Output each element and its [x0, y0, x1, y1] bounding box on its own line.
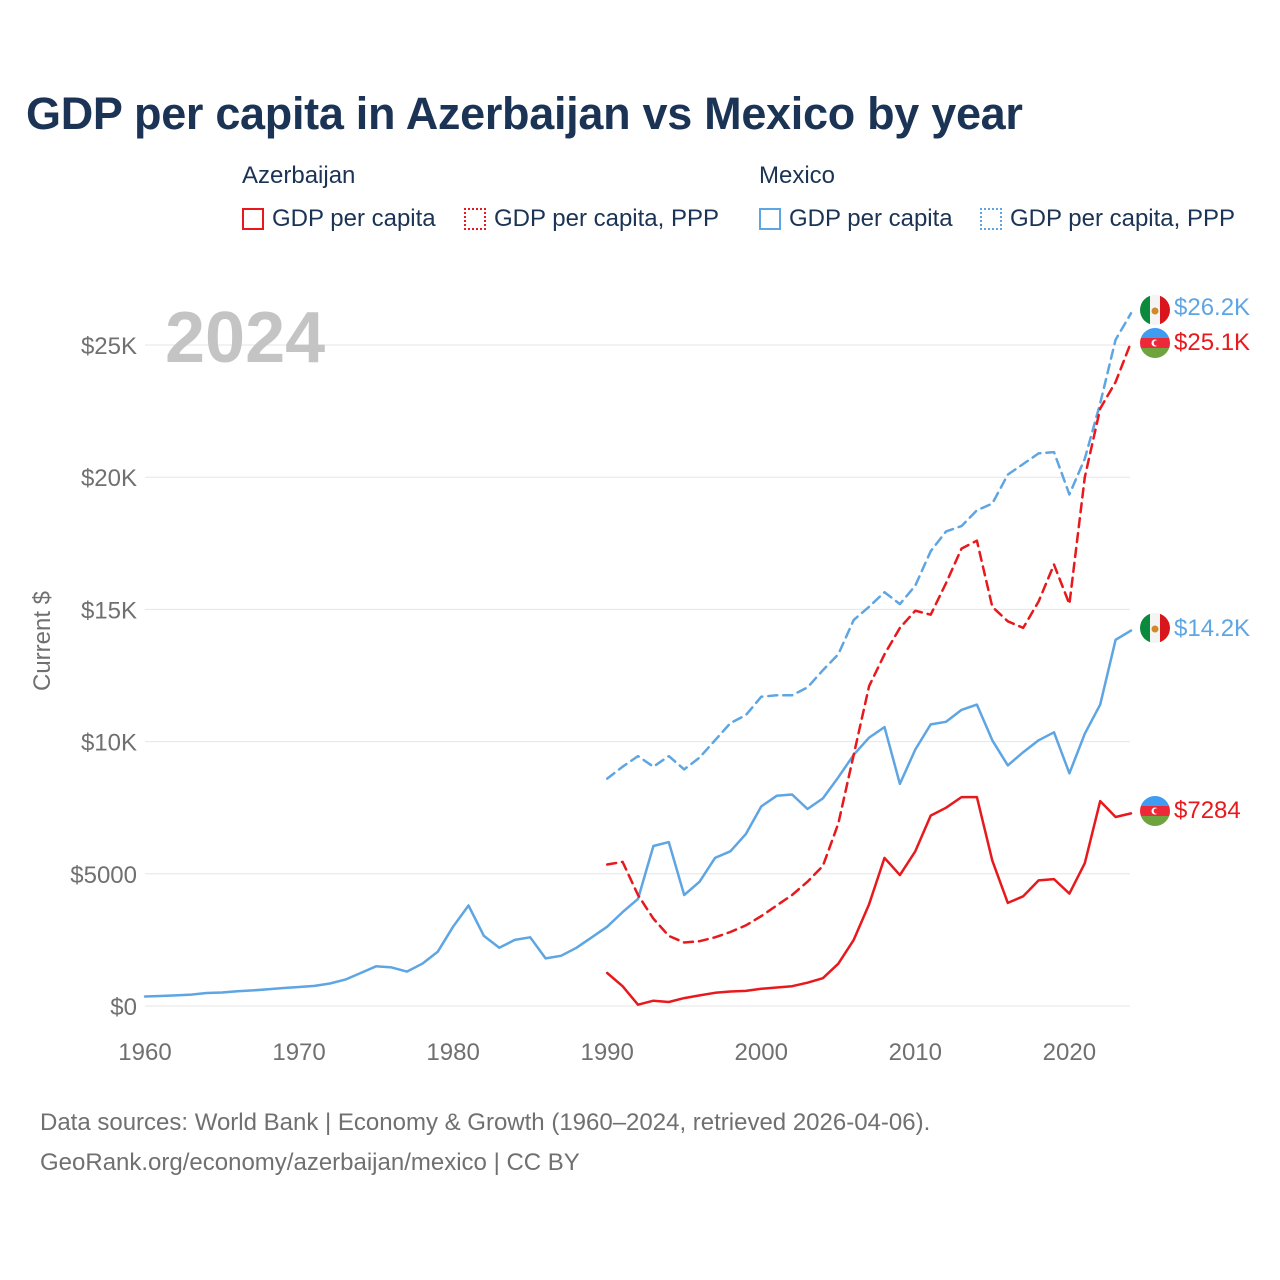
footer-attribution: GeoRank.org/economy/azerbaijan/mexico | …: [40, 1149, 580, 1176]
y-tick-label: $10K: [81, 730, 137, 757]
mexico-flag-icon: [1140, 613, 1170, 643]
legend-item-mexico-gdp-ppp[interactable]: GDP per capita, PPP: [980, 204, 1235, 234]
x-tick-label: 1980: [426, 1039, 479, 1066]
end-label-mexico-gdp: $14.2K: [1174, 615, 1250, 642]
x-tick-label: 1970: [272, 1039, 325, 1066]
legend-label: GDP per capita, PPP: [1010, 205, 1235, 232]
y-axis-label: Current $: [29, 591, 56, 691]
legend-label: GDP per capita: [272, 205, 436, 232]
x-axis: 1960 1970 1980 1990 2000 2010 2020: [118, 1039, 1096, 1066]
x-tick-label: 2000: [735, 1039, 788, 1066]
series-line-mexico-gdp-per-capita: [143, 629, 1133, 998]
x-tick-label: 2020: [1043, 1039, 1096, 1066]
legend-swatch-dotted-blue: [980, 208, 1002, 230]
azerbaijan-flag-icon: [1140, 328, 1170, 358]
footer-sources: Data sources: World Bank | Economy & Gro…: [40, 1109, 931, 1136]
x-tick-label: 1960: [118, 1039, 171, 1066]
x-tick-label: 2010: [889, 1039, 942, 1066]
y-tick-label: $15K: [81, 597, 137, 624]
y-axis: $0 $5000 $10K $15K $20K $25K: [70, 333, 137, 1021]
legend-group-mexico: Mexico: [759, 162, 836, 189]
legend-item-azerbaijan-gdp-ppp[interactable]: GDP per capita, PPP: [464, 204, 719, 234]
end-label-azerbaijan-ppp: $25.1K: [1174, 329, 1250, 356]
legend-item-mexico-gdp[interactable]: GDP per capita: [759, 204, 953, 234]
grid-lines: [145, 344, 1130, 1007]
y-tick-label: $0: [110, 994, 137, 1021]
legend-group-azerbaijan: Azerbaijan: [242, 162, 356, 189]
series-line-azerbaijan-gdp-per-capita: [605, 795, 1133, 1006]
chart-title: GDP per capita in Azerbaijan vs Mexico b…: [26, 88, 1023, 139]
legend-label: GDP per capita: [789, 205, 953, 232]
y-tick-label: $5000: [70, 862, 137, 889]
legend-label: GDP per capita, PPP: [494, 205, 719, 232]
legend-swatch-dotted-red: [464, 208, 486, 230]
series-lines: [143, 312, 1133, 1006]
y-tick-label: $25K: [81, 333, 137, 360]
mexico-flag-icon: [1140, 295, 1170, 325]
legend-swatch-solid-red: [242, 208, 264, 230]
series-line-azerbaijan-gdp-per-capita-ppp: [605, 341, 1133, 944]
series-line-mexico-gdp-per-capita-ppp: [605, 312, 1133, 780]
end-label-azerbaijan-gdp: $7284: [1174, 797, 1241, 824]
end-label-mexico-ppp: $26.2K: [1174, 294, 1250, 321]
azerbaijan-flag-icon: [1140, 796, 1170, 826]
year-watermark: 2024: [165, 298, 325, 378]
legend-item-azerbaijan-gdp[interactable]: GDP per capita: [242, 204, 436, 234]
legend-swatch-solid-blue: [759, 208, 781, 230]
y-tick-label: $20K: [81, 465, 137, 492]
x-tick-label: 1990: [580, 1039, 633, 1066]
